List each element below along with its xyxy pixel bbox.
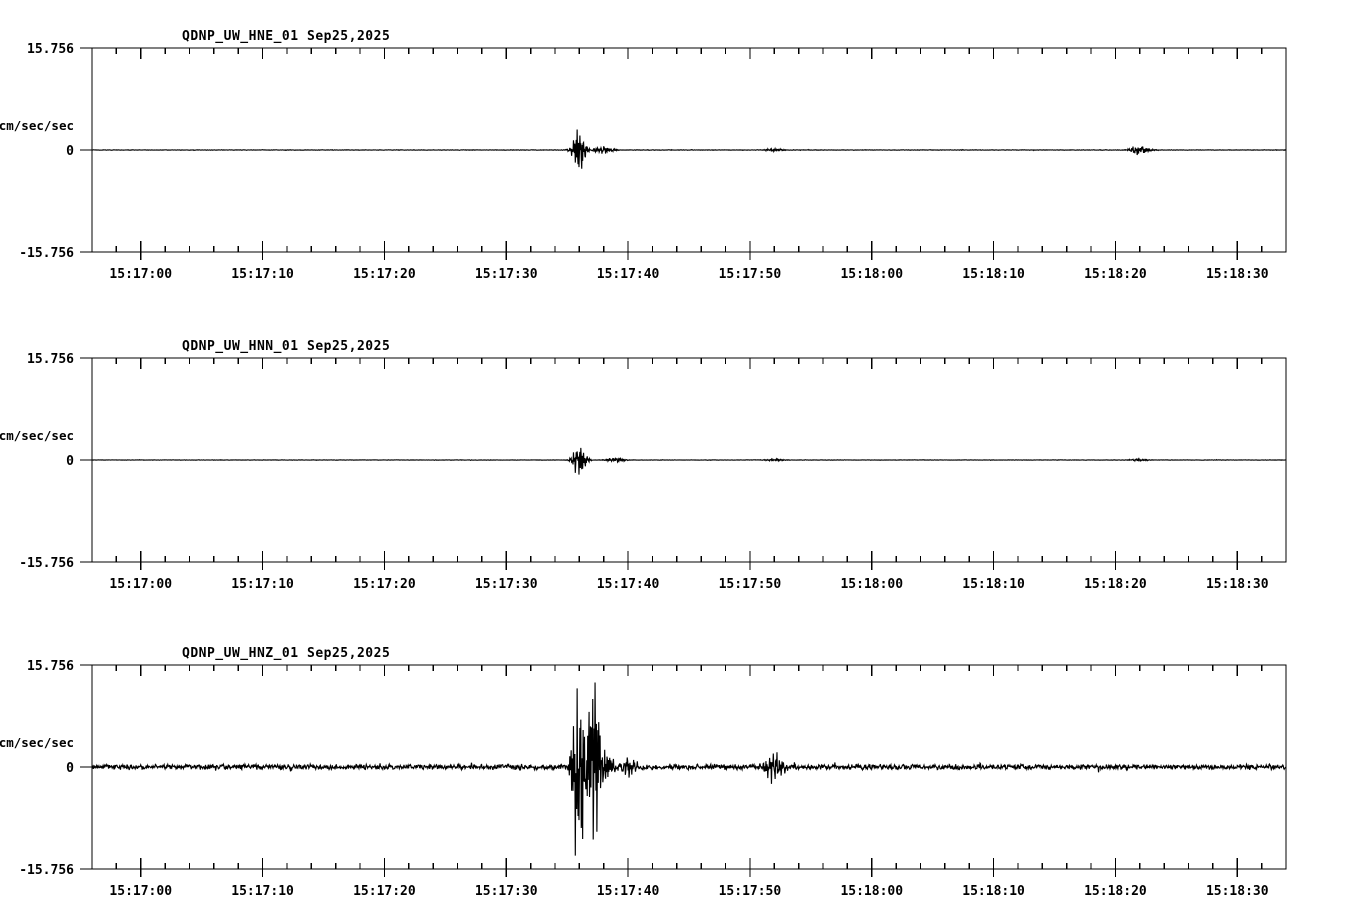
y-axis-max-label: 15.756 (27, 42, 74, 57)
y-axis-min-label: -15.756 (19, 246, 74, 261)
x-axis-tick-label: 15:17:10 (231, 577, 294, 592)
x-axis-tick-label: 15:18:10 (962, 577, 1025, 592)
y-axis-zero-label: 0 (66, 454, 74, 469)
panel-title-date: Sep25,2025 (307, 646, 390, 661)
seismogram-panel-hnn: 15.756 0 -15.756 cm/sec/sec 15:17:00 15:17:10… (0, 310, 1358, 600)
waveform-trace-hnz (92, 682, 1286, 856)
x-axis-tick-label: 15:18:20 (1084, 577, 1147, 592)
x-axis-tick-label: 15:17:00 (109, 884, 172, 899)
y-axis-zero-label: 0 (66, 144, 74, 159)
x-axis-tick-label: 15:17:50 (719, 577, 782, 592)
y-axis-units-label: cm/sec/sec (0, 428, 74, 443)
panel-title-station: QDNP_UW_HNZ_01 (182, 646, 299, 661)
x-axis-tick-label: 15:18:00 (840, 884, 903, 899)
x-axis-tick-label: 15:18:00 (840, 267, 903, 282)
y-axis-max-label: 15.756 (27, 659, 74, 674)
y-axis-units-label: cm/sec/sec (0, 735, 74, 750)
x-axis-tick-label: 15:17:20 (353, 577, 416, 592)
x-axis-tick-label: 15:18:10 (962, 267, 1025, 282)
x-axis-tick-label: 15:17:30 (475, 577, 538, 592)
x-axis-tick-label: 15:18:30 (1206, 577, 1269, 592)
panel-title-station: QDNP_UW_HNN_01 (182, 339, 299, 354)
waveform-trace-hne (92, 129, 1286, 169)
x-axis-tick-label: 15:17:50 (719, 884, 782, 899)
x-axis-tick-label: 15:17:00 (109, 577, 172, 592)
x-axis-tick-label: 15:17:10 (231, 884, 294, 899)
x-axis-tick-label: 15:17:40 (597, 884, 660, 899)
plot-area-hnn: 15.756 0 -15.756 cm/sec/sec 15:17:00 15:17:10… (0, 339, 1287, 592)
axis-ticks (80, 664, 1287, 877)
x-axis-tick-label: 15:17:40 (597, 577, 660, 592)
x-axis-tick-label: 15:18:20 (1084, 884, 1147, 899)
y-axis-max-label: 15.756 (27, 352, 74, 367)
panel-title-date: Sep25,2025 (307, 339, 390, 354)
seismogram-panel-hnz: 15.756 0 -15.756 cm/sec/sec 15:17:00 15:17:10… (0, 617, 1358, 907)
panel-title-date: Sep25,2025 (307, 29, 390, 44)
axis-ticks (80, 357, 1287, 570)
plot-area-hnz: 15.756 0 -15.756 cm/sec/sec 15:17:00 15:17:10… (0, 646, 1287, 899)
y-axis-units-label: cm/sec/sec (0, 118, 74, 133)
x-axis-tick-label: 15:17:20 (353, 267, 416, 282)
y-axis-zero-label: 0 (66, 761, 74, 776)
x-axis-tick-label: 15:17:20 (353, 884, 416, 899)
x-axis-tick-label: 15:17:30 (475, 884, 538, 899)
x-axis-tick-label: 15:18:10 (962, 884, 1025, 899)
plot-area-hne: 15.756 0 -15.756 cm/sec/sec 15:17:00 15:17:10… (0, 29, 1287, 282)
x-axis-tick-label: 15:18:20 (1084, 267, 1147, 282)
x-axis-tick-label: 15:18:30 (1206, 884, 1269, 899)
y-axis-min-label: -15.756 (19, 863, 74, 878)
axis-ticks (80, 47, 1287, 260)
x-axis-tick-label: 15:18:00 (840, 577, 903, 592)
x-axis-tick-label: 15:17:50 (719, 267, 782, 282)
x-axis-tick-label: 15:17:30 (475, 267, 538, 282)
seismogram-panel-hne: 15.756 0 -15.756 cm/sec/sec 15:17:00 15:17:10… (0, 0, 1358, 290)
panel-title-station: QDNP_UW_HNE_01 (182, 29, 299, 44)
x-axis-tick-label: 15:17:00 (109, 267, 172, 282)
x-axis-tick-label: 15:18:30 (1206, 267, 1269, 282)
waveform-trace-hnn (92, 447, 1286, 475)
x-axis-tick-label: 15:17:40 (597, 267, 660, 282)
y-axis-min-label: -15.756 (19, 556, 74, 571)
x-axis-tick-label: 15:17:10 (231, 267, 294, 282)
